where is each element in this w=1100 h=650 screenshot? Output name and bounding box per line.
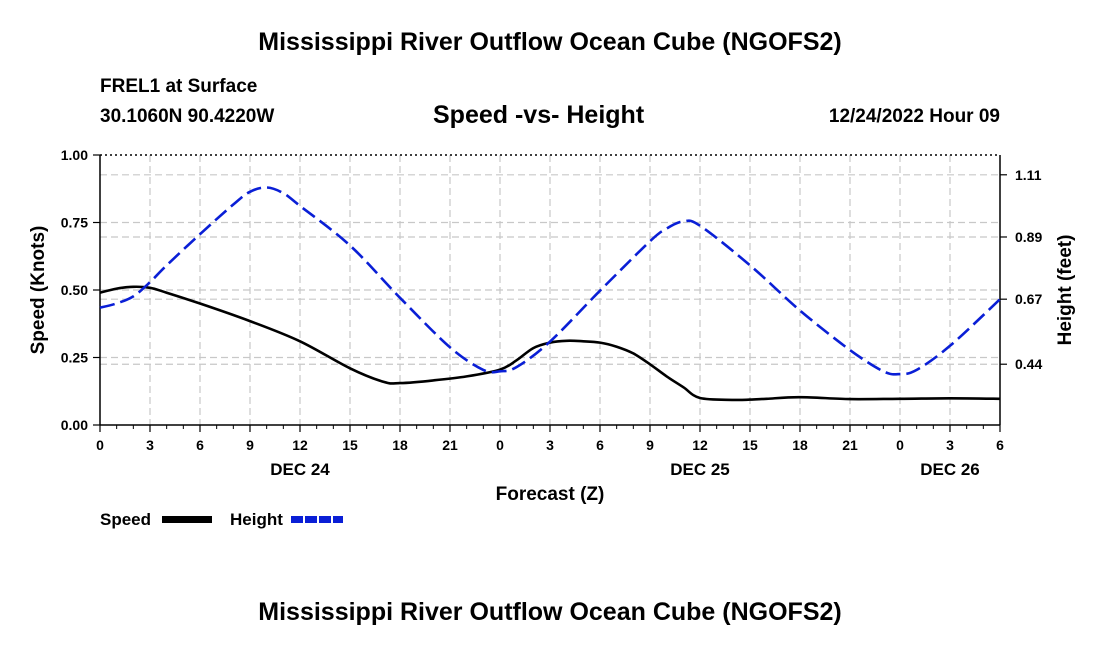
x-tick-label-8: 0 bbox=[496, 437, 504, 453]
speed-series-line bbox=[99, 285, 1001, 402]
datetime-label: 12/24/2022 Hour 09 bbox=[828, 106, 1000, 127]
legend-speed-label: Speed bbox=[100, 510, 152, 529]
date-label-2: DEC 26 bbox=[920, 460, 980, 479]
footer-title: Mississippi River Outflow Ocean Cube (NG… bbox=[258, 598, 842, 626]
x-tick-label-5: 15 bbox=[342, 437, 358, 453]
coordinates-label: 30.1060N 90.4220W bbox=[100, 106, 275, 127]
legend-speed-swatch bbox=[162, 516, 212, 523]
x-tick-label-18: 6 bbox=[996, 437, 1004, 453]
x-tick-label-11: 9 bbox=[646, 437, 654, 453]
y2-axis-title: Height (feet) bbox=[1055, 235, 1076, 346]
x-tick-label-10: 6 bbox=[596, 437, 604, 453]
plot-title: Speed -vs- Height bbox=[433, 101, 645, 129]
grid bbox=[100, 155, 1000, 425]
y2-tick-label-2: 0.89 bbox=[1015, 229, 1042, 245]
x-tick-label-13: 15 bbox=[742, 437, 758, 453]
x-tick-label-4: 12 bbox=[292, 437, 308, 453]
x-tick-label-2: 6 bbox=[196, 437, 204, 453]
page-title: Mississippi River Outflow Ocean Cube (NG… bbox=[258, 28, 842, 56]
date-label-1: DEC 25 bbox=[670, 460, 730, 479]
date-label-0: DEC 24 bbox=[270, 460, 330, 479]
legend-height-label: Height bbox=[230, 510, 283, 529]
legend-height-swatch bbox=[291, 516, 343, 523]
x-tick-label-6: 18 bbox=[392, 437, 408, 453]
x-tick-label-0: 0 bbox=[96, 437, 104, 453]
x-tick-label-16: 0 bbox=[896, 437, 904, 453]
axes bbox=[93, 154, 1007, 432]
y2-tick-label-3: 1.11 bbox=[1015, 167, 1042, 183]
y-tick-label-0: 0.00 bbox=[61, 417, 88, 433]
x-tick-label-15: 21 bbox=[842, 437, 858, 453]
y-tick-label-1: 0.25 bbox=[61, 350, 88, 366]
y-tick-label-3: 0.75 bbox=[61, 215, 88, 231]
x-tick-label-14: 18 bbox=[792, 437, 808, 453]
y2-tick-label-1: 0.67 bbox=[1015, 291, 1042, 307]
y-axis-title: Speed (Knots) bbox=[28, 226, 49, 355]
height-series-line bbox=[99, 186, 1001, 376]
x-axis-title: Forecast (Z) bbox=[496, 484, 605, 505]
y-tick-label-4: 1.00 bbox=[61, 147, 88, 163]
x-tick-label-17: 3 bbox=[946, 437, 954, 453]
y-tick-label-2: 0.50 bbox=[61, 282, 88, 298]
x-tick-label-7: 21 bbox=[442, 437, 458, 453]
y2-tick-label-0: 0.44 bbox=[1015, 356, 1042, 372]
x-tick-label-3: 9 bbox=[246, 437, 254, 453]
axis-labels: 0 3 6 9 12 15 18 21 0 3 6 9 12 15 18 21 0 3 6 0.00 0.25 0.50 0… bbox=[28, 147, 1076, 505]
series-layer bbox=[99, 186, 1001, 402]
x-tick-label-9: 3 bbox=[546, 437, 554, 453]
station-label: FREL1 at Surface bbox=[100, 76, 258, 97]
x-tick-label-12: 12 bbox=[692, 437, 708, 453]
x-tick-label-1: 3 bbox=[146, 437, 154, 453]
